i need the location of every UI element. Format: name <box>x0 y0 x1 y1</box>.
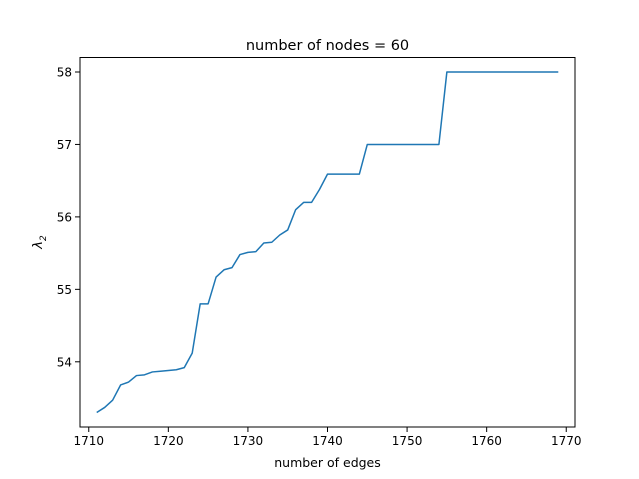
y-axis-label-subscript: 2 <box>39 235 49 241</box>
x-tick-label: 1760 <box>471 434 502 448</box>
x-tick-label: 1740 <box>312 434 343 448</box>
series-line <box>96 71 559 414</box>
series-layer <box>96 71 559 414</box>
y-tick-label: 54 <box>57 355 72 369</box>
x-tick-label: 1710 <box>73 434 104 448</box>
y-axis-label-base: λ <box>31 241 46 250</box>
x-axis-label: number of edges <box>274 455 381 470</box>
y-axis-ticks: 54 55 56 57 58 <box>57 65 80 369</box>
y-axis-label: λ2 <box>31 235 49 250</box>
x-tick-label: 1750 <box>392 434 423 448</box>
x-tick-label: 1770 <box>551 434 582 448</box>
x-tick-label: 1730 <box>233 434 264 448</box>
x-tick-label: 1720 <box>153 434 184 448</box>
y-tick-label: 57 <box>57 138 72 152</box>
y-tick-label: 55 <box>57 283 72 297</box>
x-axis-ticks: 1710 1720 1730 1740 1750 1760 1770 <box>73 427 582 448</box>
y-tick-label: 58 <box>57 65 72 79</box>
y-tick-label: 56 <box>57 210 72 224</box>
chart-title: number of nodes = 60 <box>246 38 409 54</box>
